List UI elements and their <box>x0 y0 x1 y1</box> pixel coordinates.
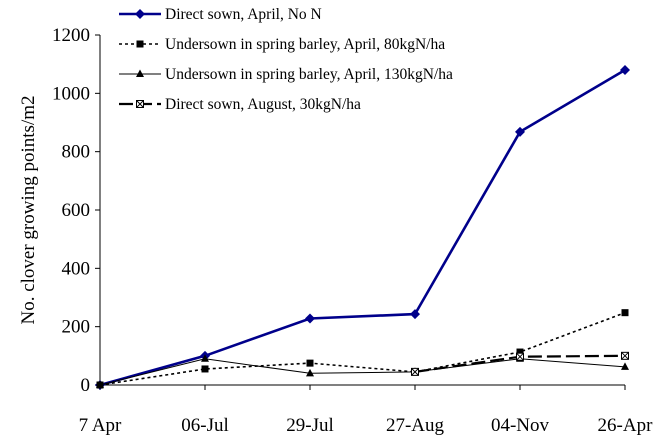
legend-marker <box>136 100 144 108</box>
legend-entry: Direct sown, April, No N <box>119 6 322 23</box>
data-point <box>201 365 209 373</box>
x-tick-label: 27-Aug <box>386 415 445 436</box>
legend-marker <box>136 40 144 48</box>
data-point <box>515 126 525 137</box>
data-point <box>516 348 524 356</box>
series-line <box>99 68 626 387</box>
legend-label: Undersown in spring barley, April, 80kgN… <box>165 36 445 53</box>
x-tick-label: 7 Apr <box>79 415 122 436</box>
legend-marker <box>135 9 145 19</box>
series-2 <box>96 309 629 389</box>
x-tick-label: 29-Jul <box>286 415 334 436</box>
data-point <box>621 309 629 317</box>
data-point <box>516 352 524 361</box>
y-tick-label: 1200 <box>52 25 90 46</box>
x-ticks: 7 Apr 06-Jul 29-Jul 27-Aug 04-Nov 26-Apr <box>79 385 653 436</box>
y-tick-label: 200 <box>62 317 91 338</box>
series-line <box>99 311 626 386</box>
x-tick-label: 06-Jul <box>181 415 229 436</box>
data-point <box>621 351 629 360</box>
legend: Direct sown, April, No N Undersown in spr… <box>119 6 453 113</box>
series-3 <box>96 354 629 388</box>
legend-label: Undersown in spring barley, April, 130kg… <box>165 66 453 83</box>
data-point <box>620 65 630 75</box>
series-4 <box>411 351 629 376</box>
x-tick-label: 04-Nov <box>491 415 550 436</box>
y-tick-label: 1000 <box>52 83 90 104</box>
y-tick-label: 600 <box>62 200 91 221</box>
data-point <box>621 362 629 370</box>
series-layer <box>95 65 630 390</box>
legend-marker <box>136 69 144 77</box>
y-tick-label: 400 <box>62 258 91 279</box>
axes <box>99 35 625 386</box>
legend-entry: Direct sown, August, 30kgN/ha <box>119 96 361 113</box>
legend-label: Direct sown, April, No N <box>165 6 322 23</box>
y-axis-title: No. clover growing points/m2 <box>18 95 39 324</box>
legend-entry: Undersown in spring barley, April, 80kgN… <box>119 36 445 53</box>
series-line <box>99 358 626 386</box>
y-tick-label: 800 <box>62 142 91 163</box>
series-1 <box>95 65 630 390</box>
data-point <box>305 313 315 324</box>
data-point <box>201 354 209 362</box>
data-point <box>411 367 419 376</box>
x-tick-label: 26-Apr <box>598 415 654 436</box>
legend-label: Direct sown, August, 30kgN/ha <box>165 96 361 113</box>
data-point <box>306 359 314 367</box>
data-point <box>96 380 104 388</box>
data-point <box>306 368 314 377</box>
data-point <box>410 309 420 320</box>
y-ticks: 0 200 400 600 800 1000 1200 <box>52 25 100 396</box>
y-tick-label: 0 <box>81 375 91 396</box>
legend-entry: Undersown in spring barley, April, 130kg… <box>119 66 453 83</box>
